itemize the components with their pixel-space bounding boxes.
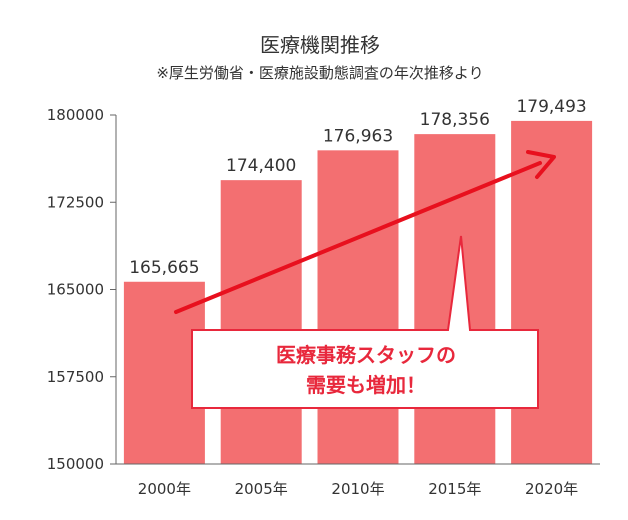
callout-box xyxy=(191,235,539,409)
bar-2005年 xyxy=(220,180,302,464)
callout-text-line1: 医療事務スタッフの xyxy=(276,343,456,367)
y-axis: 150000 157500 165000 172500 180000 xyxy=(47,106,117,473)
callout-text-line2: 需要も増加！ xyxy=(306,373,426,397)
y-tick-label: 150000 xyxy=(47,455,104,473)
trend-arrow-head xyxy=(526,150,556,179)
data-label: 174,400 xyxy=(226,156,296,176)
x-tick-label: 2015年 xyxy=(428,480,481,498)
data-label: 176,963 xyxy=(323,126,393,146)
x-tick-label: 2000年 xyxy=(138,480,191,498)
bar-2010年 xyxy=(317,150,399,464)
x-tick-label: 2010年 xyxy=(331,480,384,498)
chart-subtitle: ※厚生労働省・医療施設動態調査の年次推移より xyxy=(156,64,483,82)
y-tick-label: 180000 xyxy=(47,106,104,124)
data-labels: 165,665 174,400 176,963 178,356 179,493 xyxy=(129,97,587,278)
y-tick-label: 172500 xyxy=(47,193,104,211)
y-tick-label: 165000 xyxy=(47,281,104,299)
trend-arrow xyxy=(174,150,556,314)
y-tick-label: 157500 xyxy=(47,368,104,386)
data-label: 165,665 xyxy=(129,258,199,278)
chart-title: 医療機関推移 xyxy=(260,33,380,57)
x-tick-label: 2005年 xyxy=(235,480,288,498)
trend-arrow-line xyxy=(174,161,542,314)
bar-2020年 xyxy=(511,120,593,464)
x-axis: 2000年 2005年 2010年 2015年 2020年 xyxy=(116,463,600,498)
callout: 医療事務スタッフの 需要も増加！ xyxy=(191,235,539,409)
data-label: 179,493 xyxy=(516,97,586,117)
data-label: 178,356 xyxy=(420,110,490,130)
x-tick-label: 2020年 xyxy=(525,480,578,498)
